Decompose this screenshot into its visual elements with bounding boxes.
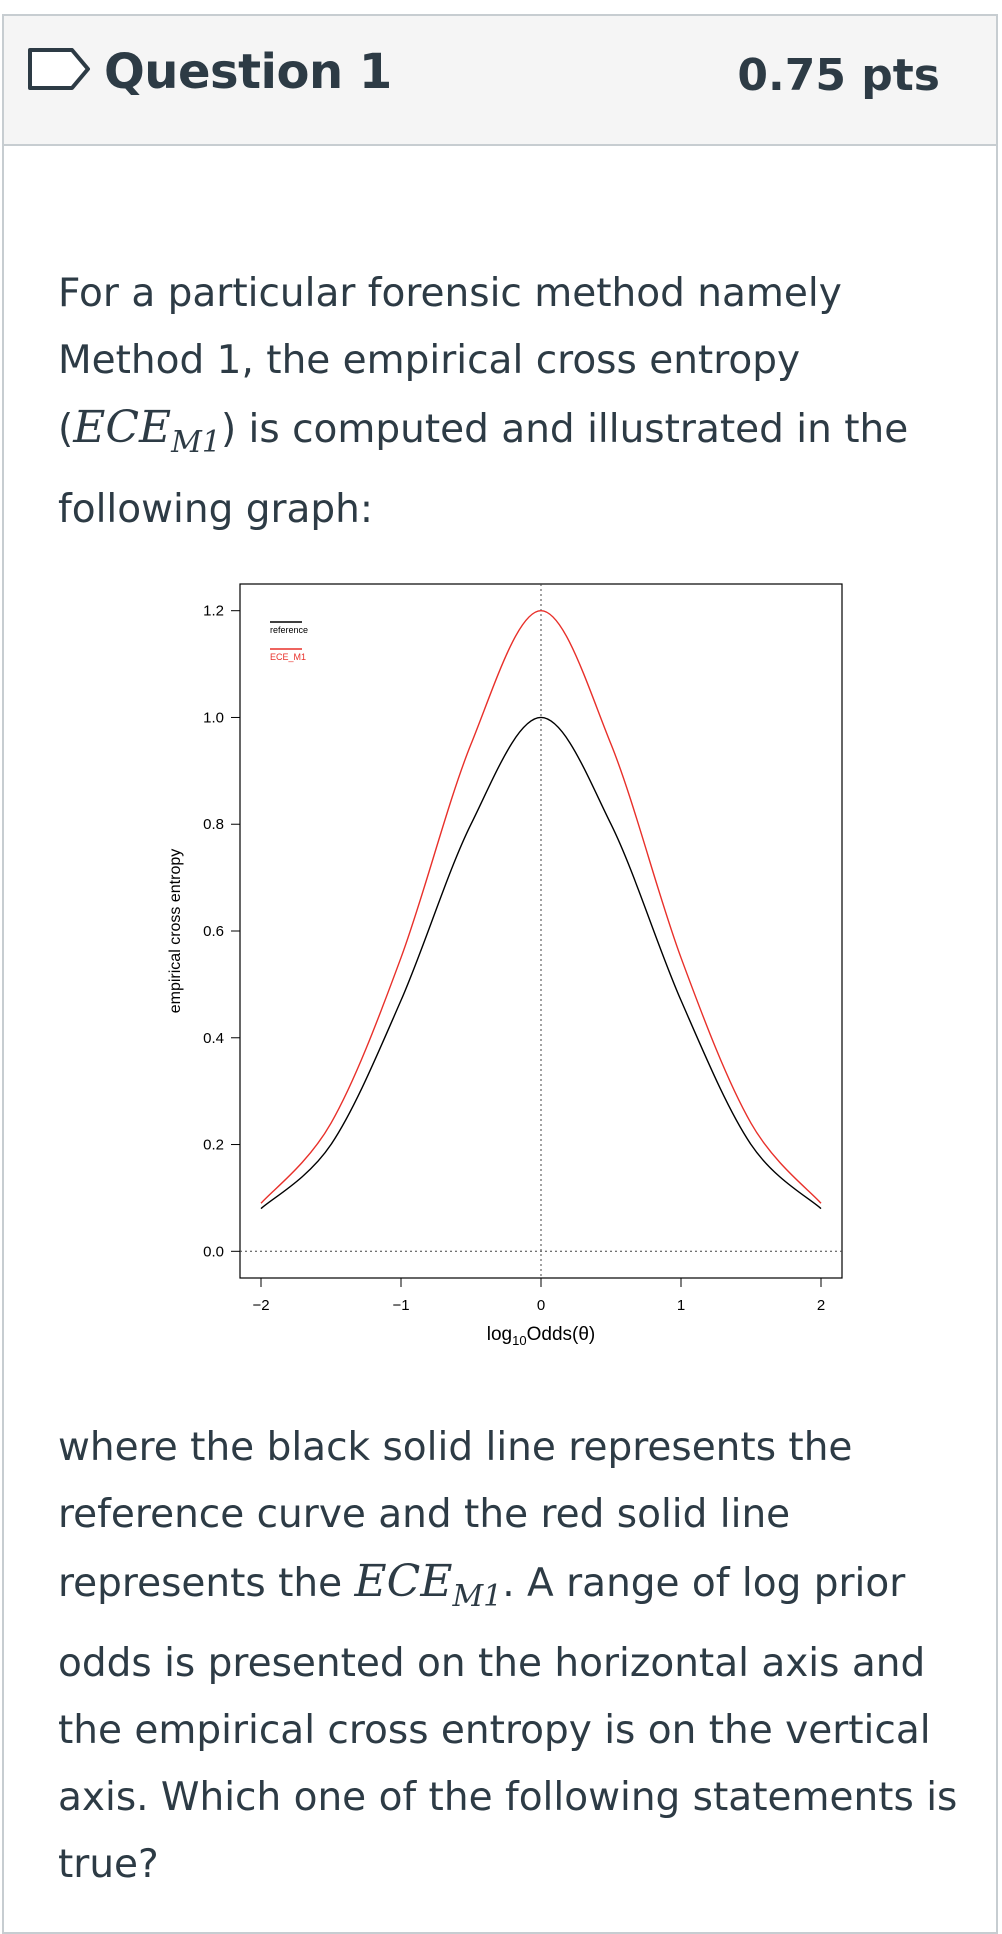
legend-label: ECE_M1 [270,652,306,662]
y-tick-label: 0.6 [203,923,224,940]
question-header: Question 1 0.75 pts [4,16,996,146]
series-line-reference [260,716,822,1210]
x-tick-label: 1 [677,1297,685,1314]
legend: reference ECE_M1 [270,621,308,662]
x-axis-label: log10Odds(θ) [487,1324,595,1348]
question-points: 0.75 pts [737,50,940,101]
y-tick-label: 0.8 [203,816,224,833]
x-tick-label: −2 [252,1297,269,1314]
ece-m1-math: ECEM1 [73,402,221,460]
x-tick-label: −1 [392,1297,409,1314]
y-tick-label: 1.2 [203,603,224,620]
y-tick-label: 0.0 [203,1243,224,1260]
series-line-ece-m1 [260,609,822,1204]
y-tick-label: 1.0 [203,709,224,726]
x-axis: −2 −1 0 1 2 [252,1278,825,1314]
reference-lines [240,584,842,1278]
legend-label: reference [270,625,308,635]
y-axis-label: empirical cross entropy [167,849,184,1014]
y-tick-label: 0.2 [203,1137,224,1154]
x-tick-label: 2 [817,1297,825,1314]
x-tick-label: 0 [537,1297,545,1314]
series-lines [260,609,822,1210]
question-followup-text: where the black solid line represents th… [58,1425,958,1887]
question-card: Question 1 0.75 pts [2,14,998,1934]
question-title: Question 1 [104,44,392,100]
ece-m1-math-2: ECEM1 [354,1556,503,1614]
question-intro-text: For a particular forensic method namely … [58,271,909,532]
ece-chart: 0.0 0.2 0.4 0.6 0.8 1.0 1.2 −2 −1 0 1 2 reference E… [167,583,843,1348]
y-tick-label: 0.4 [203,1030,224,1047]
flag-question-icon[interactable] [26,46,92,92]
y-axis: 0.0 0.2 0.4 0.6 0.8 1.0 1.2 [203,603,240,1260]
